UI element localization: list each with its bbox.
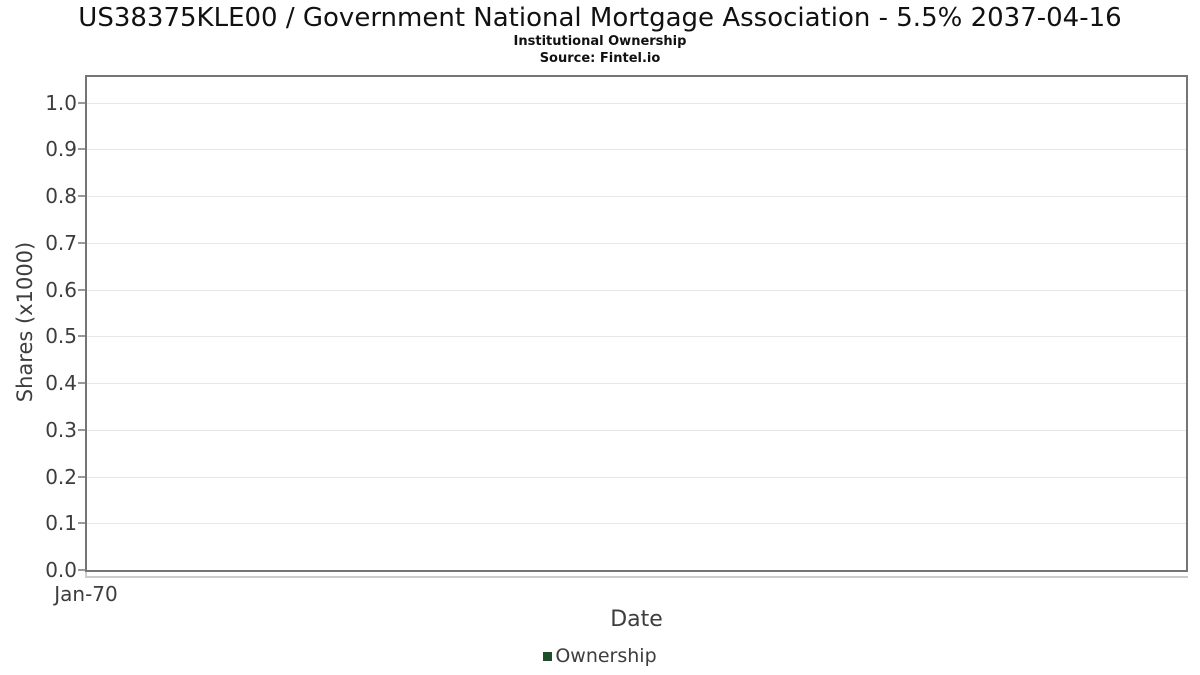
gridline-y-0.7 xyxy=(87,243,1186,244)
y-tick-mark-0.1 xyxy=(78,522,85,524)
legend-marker-ownership xyxy=(543,651,553,661)
y-tick-mark-0.5 xyxy=(78,335,85,337)
y-tick-mark-0.7 xyxy=(78,242,85,244)
y-tick-label-0.2: 0.2 xyxy=(45,465,77,489)
y-tick-mark-0.0 xyxy=(78,569,85,571)
gridline-y-0.8 xyxy=(87,196,1186,197)
x-axis-title: Date xyxy=(610,607,663,632)
y-tick-label-0.9: 0.9 xyxy=(45,137,77,161)
y-tick-label-0.1: 0.1 xyxy=(45,511,77,535)
y-tick-label-0.4: 0.4 xyxy=(45,371,77,395)
gridline-y-0.1 xyxy=(87,523,1186,524)
gridline-y-0.5 xyxy=(87,336,1186,337)
x-tick-label: Jan-70 xyxy=(54,582,118,606)
gridline-y-1.0 xyxy=(87,103,1186,104)
legend-label-ownership: Ownership xyxy=(555,645,657,667)
plot-area xyxy=(85,75,1188,572)
y-tick-mark-1.0 xyxy=(78,102,85,104)
gridline-y-0.4 xyxy=(87,383,1186,384)
y-tick-label-0.3: 0.3 xyxy=(45,418,77,442)
y-tick-label-0.6: 0.6 xyxy=(45,278,77,302)
gridline-y-0.9 xyxy=(87,149,1186,150)
chart-subtitle: Institutional Ownership xyxy=(513,34,687,49)
y-tick-label-0.5: 0.5 xyxy=(45,324,77,348)
gridline-y-0.3 xyxy=(87,430,1186,431)
gridline-y-0.6 xyxy=(87,290,1186,291)
y-tick-mark-0.3 xyxy=(78,429,85,431)
chart-source-attribution: Source: Fintel.io xyxy=(539,51,661,66)
y-tick-mark-0.4 xyxy=(78,382,85,384)
y-tick-label-0.7: 0.7 xyxy=(45,231,77,255)
gridline-y-0.2 xyxy=(87,477,1186,478)
y-tick-label-0.0: 0.0 xyxy=(45,558,77,582)
x-axis-line xyxy=(85,576,1188,578)
legend: Ownership xyxy=(0,645,1200,667)
y-tick-mark-0.8 xyxy=(78,195,85,197)
y-tick-mark-0.6 xyxy=(78,289,85,291)
y-tick-label-0.8: 0.8 xyxy=(45,184,77,208)
x-axis-tick-mark xyxy=(85,572,87,578)
y-tick-label-1.0: 1.0 xyxy=(45,91,77,115)
chart-title: US38375KLE00 / Government National Mortg… xyxy=(78,3,1122,33)
y-tick-mark-0.2 xyxy=(78,476,85,478)
y-tick-mark-0.9 xyxy=(78,148,85,150)
